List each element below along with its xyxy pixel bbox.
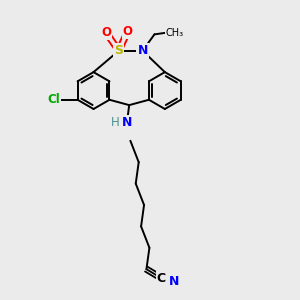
Text: N: N (169, 274, 180, 288)
Text: S: S (114, 44, 123, 57)
Text: O: O (123, 25, 133, 38)
Text: N: N (137, 44, 148, 57)
Text: H: H (111, 116, 120, 130)
Text: CH₃: CH₃ (166, 28, 184, 38)
Text: C: C (157, 272, 166, 285)
Text: O: O (101, 26, 111, 39)
Text: Cl: Cl (47, 93, 60, 106)
Text: N: N (122, 116, 133, 130)
